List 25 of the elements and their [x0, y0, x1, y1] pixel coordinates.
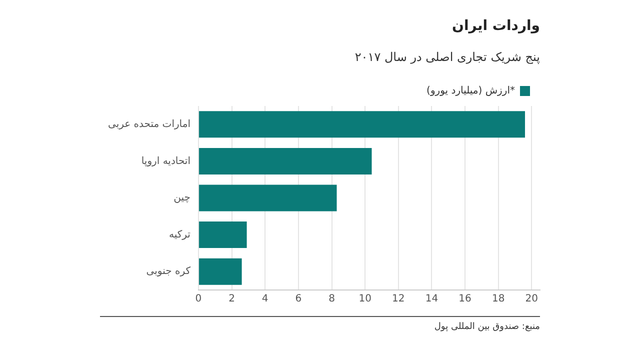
x-tick-label: 16	[458, 294, 472, 305]
text: منبع: صندوق بین المللی پول	[434, 322, 540, 332]
chart-title: واردات ایران	[452, 18, 540, 34]
x-tick-label: 10	[358, 294, 372, 305]
bar	[198, 222, 247, 248]
y-tick-label: اتحادیه اروپا	[141, 156, 190, 167]
y-tick-label: کره جنوبی	[146, 266, 191, 278]
y-tick-label: امارات متحده عربی	[108, 118, 190, 130]
legend-label: ارزش (میلیارد یورو)*	[426, 86, 515, 97]
x-tick-label: 4	[262, 294, 268, 305]
y-tick-label: ترکیه	[169, 229, 191, 240]
x-tick-label: 18	[492, 294, 505, 305]
x-tick-label: 0	[195, 294, 202, 305]
x-tick-label: 2	[228, 294, 235, 305]
bar	[198, 184, 337, 212]
bar	[198, 258, 242, 285]
x-tick-label: 8	[328, 294, 335, 305]
x-tick-label: 6	[295, 294, 302, 305]
chart-subtitle: پنج شریک تجاری اصلی در سال ۲۰۱۷	[354, 50, 540, 64]
bar	[198, 111, 526, 138]
bar	[198, 148, 372, 174]
x-tick-label: 14	[425, 294, 438, 305]
x-tick-label: 20	[525, 294, 538, 305]
y-tick-label: چین	[174, 192, 190, 204]
x-tick-label: 12	[392, 294, 405, 305]
